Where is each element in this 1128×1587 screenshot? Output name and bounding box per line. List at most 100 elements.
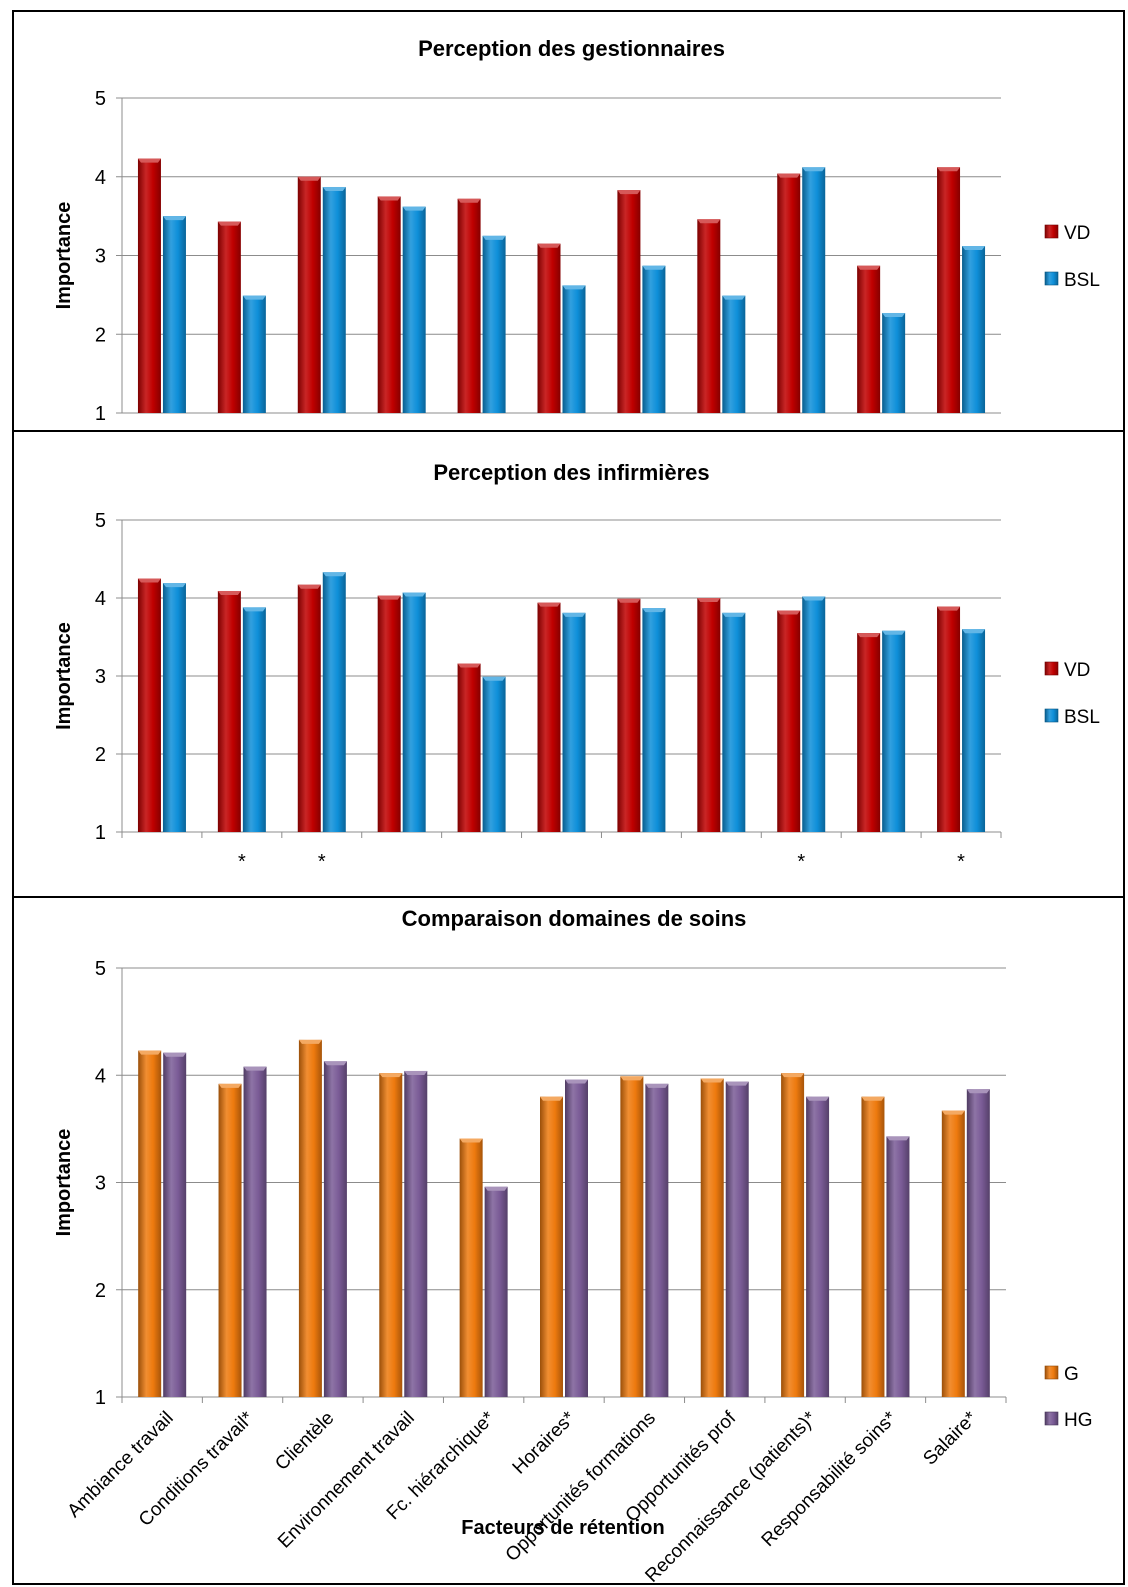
y-tick-label: 2 bbox=[95, 324, 106, 346]
bar-top-highlight bbox=[218, 1083, 242, 1088]
bar-vd bbox=[617, 190, 641, 413]
bar-top-highlight bbox=[722, 295, 746, 300]
bar-g bbox=[941, 1110, 965, 1397]
bar-top-highlight bbox=[781, 1073, 805, 1078]
bar-top-highlight bbox=[700, 1078, 724, 1083]
legend-swatch-g bbox=[1044, 1365, 1059, 1380]
bar-bsl bbox=[722, 612, 746, 832]
y-tick-label: 3 bbox=[95, 666, 106, 688]
bar-top-highlight bbox=[802, 167, 826, 172]
bar-top-highlight bbox=[377, 595, 401, 600]
bar-top-highlight bbox=[242, 295, 266, 300]
bar-top-highlight bbox=[857, 633, 881, 638]
bar-bsl bbox=[162, 216, 186, 413]
bar-vd bbox=[457, 663, 481, 832]
bar-top-highlight bbox=[562, 285, 586, 290]
bar-top-highlight bbox=[298, 1039, 322, 1044]
y-tick-label: 3 bbox=[95, 1173, 106, 1195]
bar-top-highlight bbox=[565, 1079, 588, 1084]
panel-separator bbox=[12, 896, 1125, 898]
bar-top-highlight bbox=[137, 158, 161, 163]
chart-panel-2: Perception des infirmières Importance 1 2 3 4… bbox=[53, 460, 1100, 873]
bar-hg bbox=[565, 1079, 588, 1397]
bar-top-highlight bbox=[857, 265, 881, 270]
y-tick-label: 5 bbox=[95, 958, 106, 980]
bar-g bbox=[861, 1096, 885, 1397]
bar-top-highlight bbox=[642, 265, 666, 270]
bar-bsl bbox=[322, 186, 346, 413]
bar-top-highlight bbox=[537, 602, 561, 607]
bar-top-highlight bbox=[777, 173, 801, 178]
bar-hg bbox=[886, 1136, 910, 1397]
bar-top-highlight bbox=[962, 246, 986, 251]
bar-bsl bbox=[642, 608, 666, 832]
bar-bsl bbox=[802, 167, 826, 413]
bar-top-highlight bbox=[941, 1110, 965, 1115]
y-tick-label: 2 bbox=[95, 744, 106, 766]
bar-vd bbox=[857, 633, 881, 832]
bar-top-highlight bbox=[617, 598, 641, 603]
bar-top-highlight bbox=[645, 1083, 669, 1088]
bar-bsl bbox=[722, 295, 746, 413]
x-tick-label: Opportunités formations bbox=[502, 1408, 660, 1566]
bar-top-highlight bbox=[882, 312, 906, 317]
bar-top-highlight bbox=[962, 629, 986, 634]
bar-top-highlight bbox=[937, 606, 961, 611]
chart-panel-1: Perception des gestionnaires Importance 1 2… bbox=[53, 36, 1100, 425]
bar-bsl bbox=[642, 265, 666, 413]
x-tick-label: Environnement travail bbox=[274, 1408, 419, 1553]
y-axis-label: Importance bbox=[53, 202, 75, 310]
legend-swatch-vd bbox=[1044, 224, 1059, 239]
bar-top-highlight bbox=[137, 578, 161, 583]
bar-bsl bbox=[802, 596, 826, 832]
panel-separator bbox=[12, 430, 1125, 432]
bar-top-highlight bbox=[217, 221, 241, 226]
bar-top-highlight bbox=[402, 592, 426, 597]
significance-marker: * bbox=[318, 851, 326, 873]
legend-label-g: G bbox=[1064, 1364, 1079, 1385]
bar-top-highlight bbox=[457, 663, 481, 668]
chart-title: Comparaison domaines de soins bbox=[402, 906, 747, 931]
bar-hg bbox=[725, 1081, 749, 1397]
significance-marker: * bbox=[797, 851, 805, 873]
bar-hg bbox=[484, 1186, 508, 1397]
bar-top-highlight bbox=[377, 196, 401, 201]
y-tick-label: 4 bbox=[95, 167, 106, 189]
bar-top-highlight bbox=[322, 572, 346, 577]
legend-swatch-bsl bbox=[1044, 708, 1059, 723]
bar-top-highlight bbox=[138, 1050, 162, 1055]
bar-g bbox=[379, 1073, 403, 1397]
x-axis-label: Facteurs de rétention bbox=[461, 1517, 664, 1539]
bar-vd bbox=[217, 590, 241, 832]
bar-vd bbox=[537, 602, 561, 832]
y-axis-label: Importance bbox=[53, 1129, 75, 1237]
bar-bsl bbox=[242, 607, 266, 832]
bar-vd bbox=[857, 265, 881, 413]
bar-top-highlight bbox=[484, 1186, 508, 1191]
bar-top-highlight bbox=[802, 596, 826, 601]
bar-vd bbox=[297, 176, 321, 413]
bar-top-highlight bbox=[966, 1089, 990, 1094]
bar-g bbox=[620, 1076, 644, 1397]
bar-top-highlight bbox=[323, 1061, 347, 1066]
bar-top-highlight bbox=[217, 590, 241, 595]
bar-top-highlight bbox=[459, 1138, 483, 1143]
bar-vd bbox=[137, 578, 161, 832]
bar-bsl bbox=[962, 629, 986, 832]
bar-g bbox=[218, 1083, 242, 1397]
y-tick-label: 1 bbox=[95, 403, 106, 425]
x-tick-label: Reconnaissance (patients)* bbox=[641, 1407, 821, 1587]
significance-marker: * bbox=[238, 851, 246, 873]
bar-vd bbox=[537, 243, 561, 413]
figure-frame bbox=[12, 10, 1125, 1585]
bar-top-highlight bbox=[537, 243, 561, 248]
bar-hg bbox=[645, 1083, 669, 1397]
bar-top-highlight bbox=[725, 1081, 749, 1086]
y-tick-label: 2 bbox=[95, 1280, 106, 1302]
bar-vd bbox=[217, 221, 241, 413]
chart-panel-3: Comparaison domaines de soins Importance 1… bbox=[53, 906, 1093, 1587]
bar-top-highlight bbox=[882, 630, 906, 635]
bar-g bbox=[138, 1050, 162, 1397]
bar-bsl bbox=[402, 206, 426, 413]
bar-top-highlight bbox=[861, 1096, 885, 1101]
